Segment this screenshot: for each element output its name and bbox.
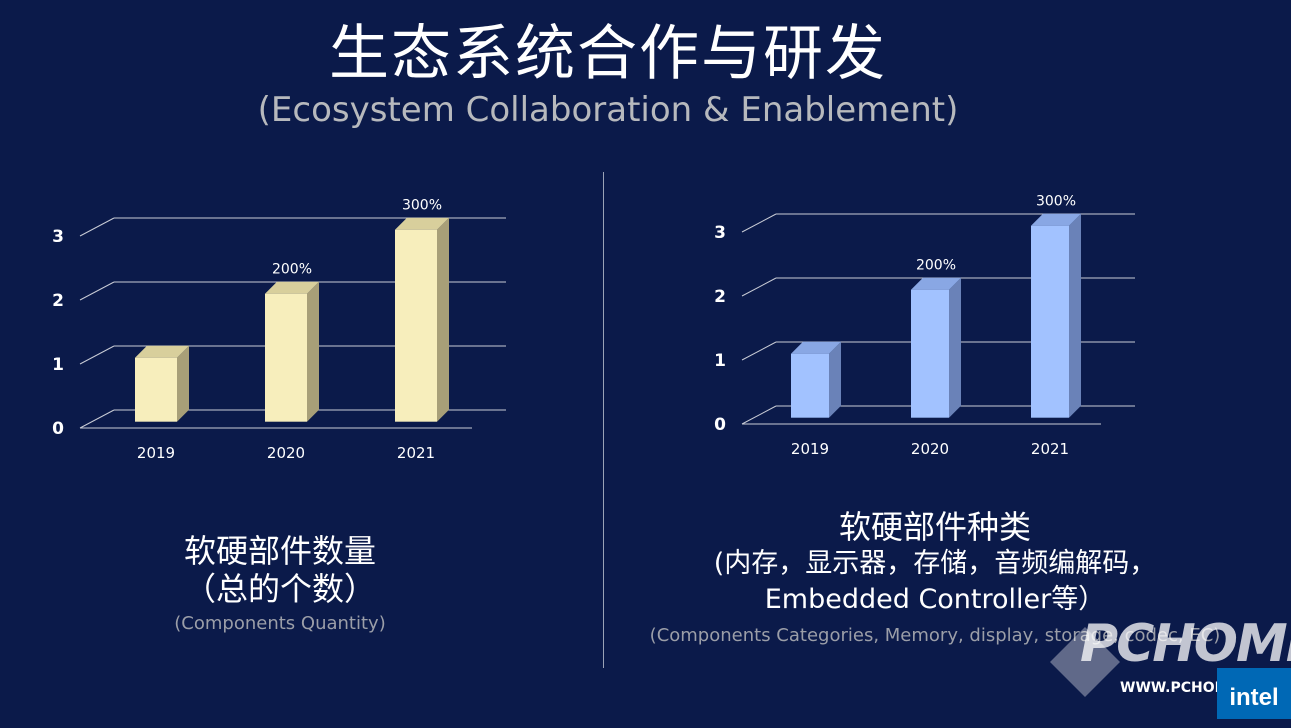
right-y-tick-0: 0 [714,415,726,435]
right-bar-top-2020 [911,277,961,290]
left-bar-side-2020 [307,281,319,422]
right-caption-line3: Embedded Controller等） [764,584,1106,615]
left-bar-side-2021 [437,217,449,422]
left-bar-chart: 0 1 2 3 2019 2020 200% 2021 300% [52,198,506,462]
left-bar-front-2019 [135,357,177,422]
left-bar-2019 [135,345,189,422]
left-bar-top-2021 [395,217,449,230]
left-caption-title: 软硬部件数量 [183,532,376,570]
right-data-label-2020: 200% [916,258,956,274]
right-grid-depth-1 [741,341,777,361]
left-bar-front-2020 [265,293,307,422]
left-x-tick-2020: 2020 [267,444,305,462]
pchome-watermark: PCHOME WWW.PCHOME.NET [1040,612,1291,712]
left-bar-top-2020 [265,281,319,294]
center-divider [603,172,604,668]
right-bar-2021 [1031,213,1081,418]
left-caption-subtitle: （总的个数） [183,570,376,608]
right-y-tick-2: 2 [714,287,726,307]
left-data-label-2020: 200% [272,262,312,278]
right-x-tick-2019: 2019 [791,440,829,458]
right-bar-side-2019 [829,341,841,418]
right-caption-line2: (内存，显示器，存储，音频编解码， [713,548,1157,579]
pchome-shape-icon [1050,627,1120,697]
right-bar-front-2020 [911,289,949,418]
right-grid-depth-0 [741,405,777,425]
left-bar-2021 [395,217,449,422]
left-caption: 软硬部件数量 （总的个数） (Components Quantity) [110,532,450,636]
left-bar-top-2019 [135,345,189,358]
right-bar-side-2021 [1069,213,1081,418]
left-y-tick-0: 0 [52,419,64,439]
left-grid-depth-1 [79,345,115,365]
left-caption-english: (Components Quantity) [174,613,386,634]
left-bar-side-2019 [177,345,189,422]
page-subtitle: (Ecosystem Collaboration & Enablement) [257,90,959,130]
right-bar-top-2021 [1031,213,1081,226]
left-y-tick-2: 2 [52,291,64,311]
left-y-tick-3: 3 [52,227,64,247]
right-bar-2019 [791,341,841,418]
watermark-brand: PCHOME [1080,614,1291,674]
right-bar-2020 [911,277,961,418]
right-bar-front-2021 [1031,225,1069,418]
right-caption-english: (Components Categories, Memory, display,… [649,625,1221,646]
left-bar-2020 [265,281,319,422]
right-x-tick-2021: 2021 [1031,440,1069,458]
right-caption-title: 软硬部件种类 [838,508,1031,546]
left-x-tick-2021: 2021 [397,444,435,462]
right-caption: 软硬部件种类 (内存，显示器，存储，音频编解码， Embedded Contro… [610,508,1260,648]
right-bar-chart: 0 1 2 3 2019 2020 200% 2021 300% [714,194,1135,458]
intel-logo: intel [1217,668,1291,719]
left-y-tick-1: 1 [52,355,64,375]
right-bar-top-2019 [791,341,841,354]
left-bar-front-2021 [395,229,437,422]
left-grid-depth-0 [79,409,115,429]
right-bar-side-2020 [949,277,961,418]
page-title: 生态系统合作与研发 [329,19,887,89]
left-grid-depth-2 [79,281,115,301]
left-grid-depth-3 [79,217,115,237]
left-x-tick-2019: 2019 [137,444,175,462]
right-data-label-2021: 300% [1036,194,1076,210]
right-grid-depth-3 [741,213,777,233]
right-grid-depth-2 [741,277,777,297]
left-data-label-2021: 300% [402,198,442,214]
right-x-tick-2020: 2020 [911,440,949,458]
right-y-tick-1: 1 [714,351,726,371]
right-bar-front-2019 [791,353,829,418]
right-y-tick-3: 3 [714,223,726,243]
